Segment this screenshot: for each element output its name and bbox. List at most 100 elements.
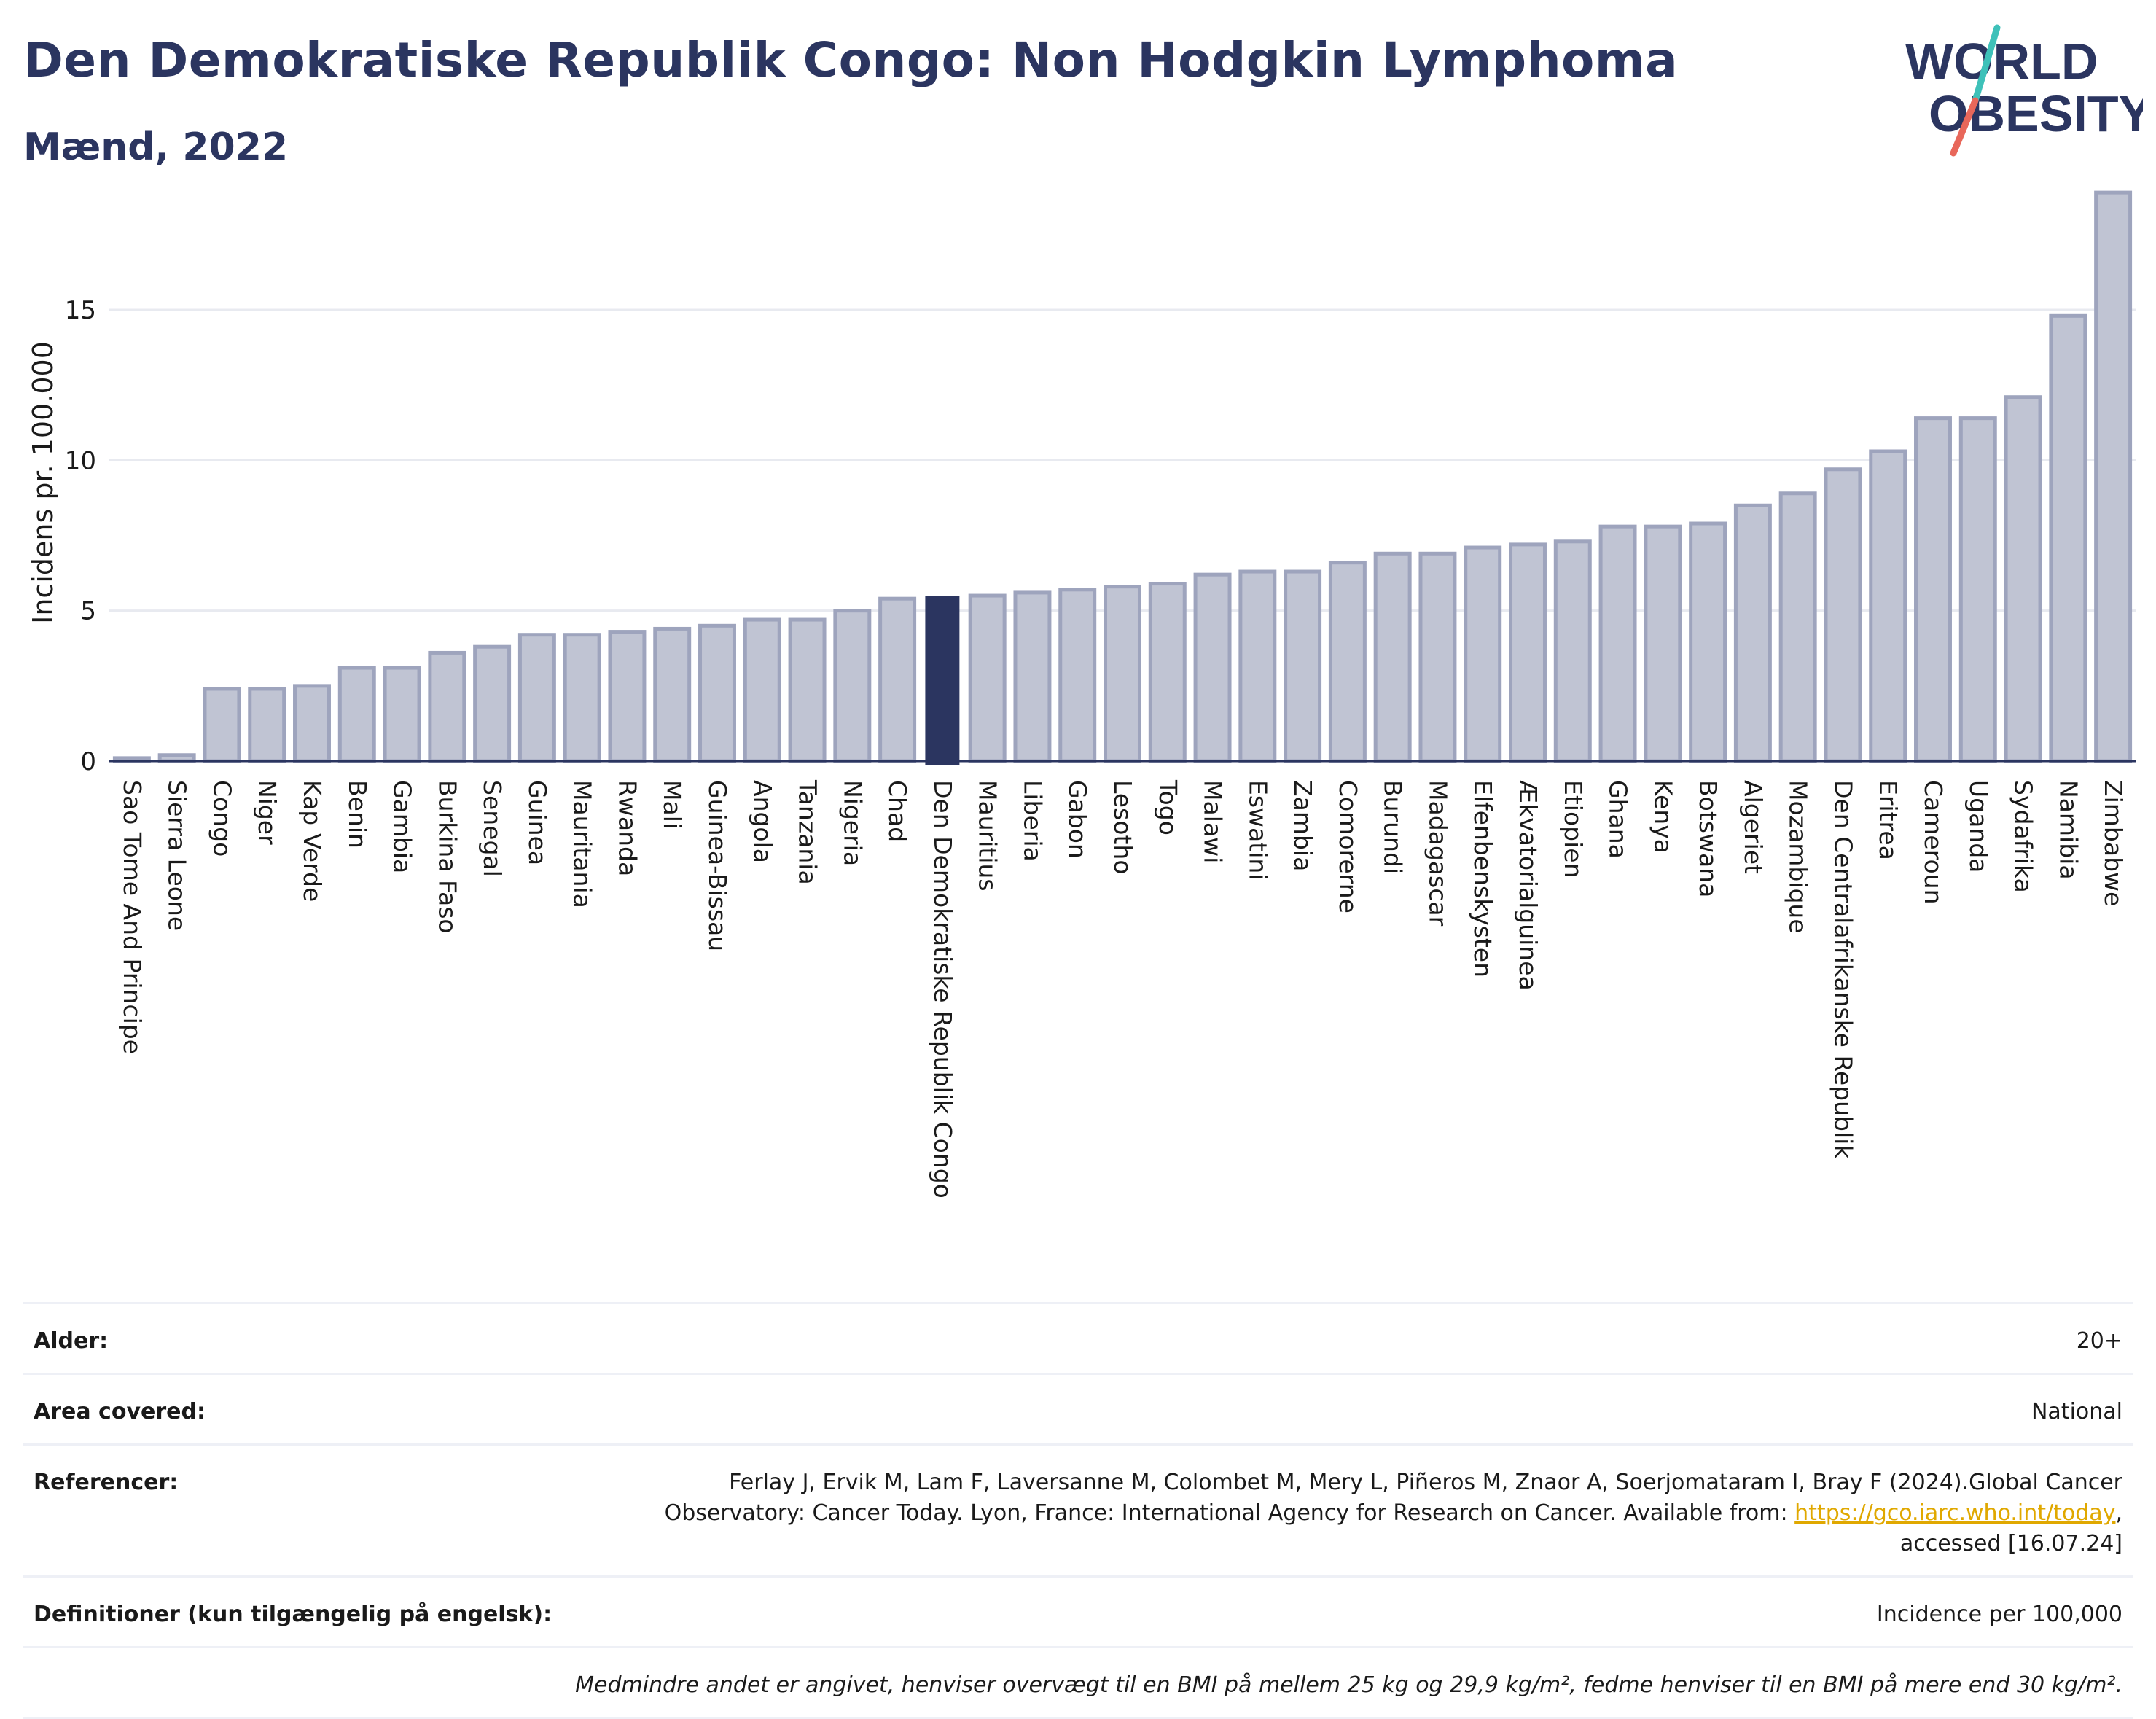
x-tick-label: Ækvatorialguinea [1514,780,1542,991]
x-tick-label: Algeriet [1739,780,1768,874]
x-tick-label: Nigeria [838,780,867,866]
bar-mozambique[interactable] [1778,491,1817,763]
bar-guinea[interactable] [517,633,556,763]
x-tick-label: Angola [749,780,777,863]
bar-kap-verde[interactable] [293,684,331,763]
bar-mauritania[interactable] [563,633,601,763]
bar-senegal[interactable] [473,644,512,763]
bar-congo[interactable] [203,687,241,763]
x-tick-label: Madagascar [1423,780,1452,927]
x-axis-labels: Sao Tome And Principe Sierra Leone Congo Ni… [118,779,2128,1198]
x-tick-label: Guinea [523,780,552,865]
logo-slash-top [1972,24,2001,104]
x-tick-label: Lesotho [1109,780,1137,875]
bar-mauritius[interactable] [968,593,1007,763]
bar-botswana[interactable] [1689,521,1727,763]
x-tick-label: Mauritania [569,780,597,908]
info-row-area: Area covered: National [23,1373,2133,1443]
info-row-age: Alder: 20+ [23,1302,2133,1373]
x-tick-label: Togo [1154,779,1182,835]
x-tick-label: Kap Verde [298,780,327,902]
x-tick-label: Ghana [1604,780,1633,859]
x-tick-label: Rwanda [613,780,641,876]
bar-zambia[interactable] [1284,569,1322,763]
references-link[interactable]: https://gco.iarc.who.int/today [1794,1500,2116,1526]
bar-kenya[interactable] [1644,524,1682,763]
bar-cameroun[interactable] [1914,416,1952,763]
bar-gambia[interactable] [383,666,421,763]
bar-guinea-bissau[interactable] [698,623,736,763]
x-tick-label: Burundi [1379,780,1407,874]
bar-den-demokratiske-republik-congo[interactable] [925,596,960,765]
x-tick-label: Comorerne [1334,780,1362,913]
x-tick-label: Chad [883,780,912,842]
x-tick-label: Liberia [1018,780,1047,862]
bar-liberia[interactable] [1013,590,1052,763]
bar-etiopien[interactable] [1553,539,1592,763]
x-tick-label: Cameroun [1919,780,1948,905]
bar-rwanda[interactable] [608,630,647,763]
bar-togo[interactable] [1148,582,1187,763]
x-tick-label: Botswana [1694,780,1722,897]
info-row-note: Medmindre andet er angivet, henviser ove… [23,1646,2133,1719]
y-axis-ticks: 0 5 10 15 [65,296,96,776]
logo-word-world: WORLD [1905,33,2098,90]
bar-ghana[interactable] [1598,524,1637,763]
bar-chad[interactable] [878,596,917,763]
x-tick-label: Den Centralafrikanske Republik [1829,780,1857,1159]
x-tick-label: Uganda [1964,780,1993,873]
bar-angola[interactable] [743,617,781,763]
y-tick-label: 0 [80,747,96,776]
world-obesity-logo: WORLD OBESITY [1905,24,2143,157]
bar-algeriet[interactable] [1733,503,1772,763]
bar-mali[interactable] [653,626,692,763]
info-row-definitions: Definitioner (kun tilgængelig på engelsk… [23,1575,2133,1646]
bar-niger[interactable] [248,687,286,763]
references-label: Referencer: [34,1470,179,1495]
x-tick-label: Eswatini [1243,780,1272,880]
y-tick-label: 10 [65,446,96,475]
x-tick-label: Benin [343,780,372,849]
chart-title: Den Demokratiske Republik Congo: Non Hod… [23,32,1679,88]
bar-madagascar[interactable] [1418,551,1457,763]
x-tick-label: Zimbabwe [2099,780,2128,906]
bars [112,190,2133,765]
area-label: Area covered: [34,1399,206,1424]
bar-tanzania[interactable] [788,617,827,763]
x-tick-label: Eritrea [1874,780,1902,860]
bar-lesotho[interactable] [1104,585,1141,763]
x-tick-label: Gambia [388,780,417,873]
bar-burkina-faso[interactable] [428,650,466,763]
y-tick-label: 15 [65,296,96,325]
bar-burundi[interactable] [1373,551,1412,763]
bar-nigeria[interactable] [833,609,872,763]
bar-gabon[interactable] [1058,588,1097,763]
bar-ækvatorialguinea[interactable] [1509,542,1547,763]
area-value: National [2031,1399,2122,1424]
bar-eritrea[interactable] [1869,449,1907,763]
bar-malawi[interactable] [1193,572,1232,763]
bar-uganda[interactable] [1958,416,1997,763]
bar-chart: 0 5 10 15 Sao Tome And Principe Sierra Leone… [27,190,2136,1198]
x-tick-label: Elfenbenskysten [1469,780,1497,978]
bar-sydafrika[interactable] [2004,395,2042,763]
bar-comorerne[interactable] [1328,561,1367,763]
bar-zimbabwe[interactable] [2094,190,2133,763]
references-text: Ferlay J, Ervik M, Lam F, Laversanne M, … [664,1470,2122,1526]
bar-elfenbenskysten[interactable] [1464,545,1502,763]
y-axis-title: Incidens pr. 100.000 [27,341,59,624]
x-tick-label: Congo [208,780,236,857]
chart-subtitle: Mænd, 2022 [23,125,289,169]
bar-eswatini[interactable] [1238,569,1277,763]
x-tick-label: Den Demokratiske Republik Congo [929,780,957,1198]
age-value: 20+ [2076,1328,2122,1354]
bar-namibia[interactable] [2049,313,2087,763]
age-label: Alder: [34,1328,109,1354]
bar-den-centralafrikanske-republik[interactable] [1824,467,1862,763]
bar-benin[interactable] [337,666,376,763]
definitions-value: Incidence per 100,000 [1876,1602,2122,1627]
x-tick-label: Burkina Faso [433,780,461,934]
x-tick-label: Tanzania [794,779,822,885]
x-tick-label: Mali [658,780,687,829]
x-tick-label: Guinea-Bissau [703,780,732,951]
